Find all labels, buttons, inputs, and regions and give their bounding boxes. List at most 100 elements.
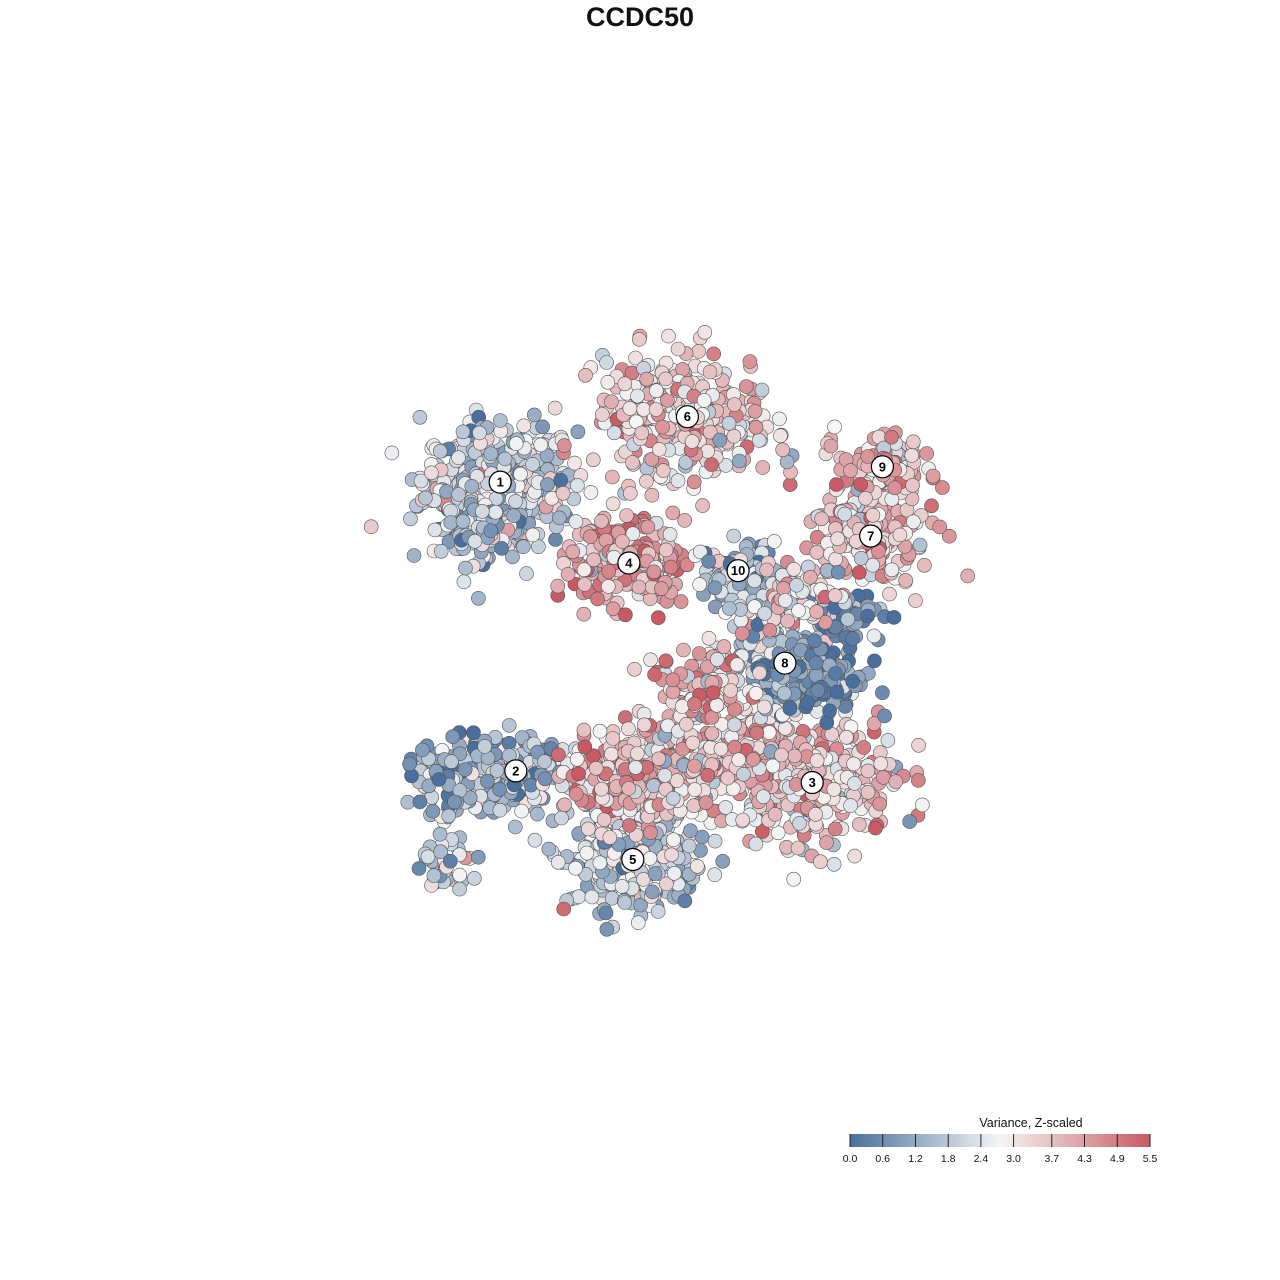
data-point [596, 812, 612, 827]
data-point [813, 854, 828, 870]
legend-colorbar [850, 1134, 1150, 1147]
data-point [658, 371, 674, 387]
data-point [876, 770, 891, 785]
data-point [808, 806, 823, 822]
data-point [497, 451, 513, 467]
data-point [579, 845, 595, 861]
data-point [651, 751, 667, 767]
data-point [599, 921, 615, 937]
data-point [576, 606, 592, 622]
data-point [865, 557, 881, 573]
data-point [456, 574, 472, 590]
data-point [720, 770, 736, 786]
data-point [604, 469, 620, 485]
data-point [738, 379, 754, 394]
data-point [887, 480, 903, 496]
data-point [431, 772, 447, 787]
data-point [789, 577, 804, 593]
data-point [492, 413, 508, 428]
data-point [775, 442, 791, 458]
cluster-label-text: 10 [731, 563, 745, 578]
data-point [631, 579, 647, 595]
legend-title: Variance, Z-scaled [979, 1116, 1082, 1130]
data-point [525, 456, 540, 472]
data-point [892, 527, 908, 543]
data-point [925, 468, 941, 484]
data-point [722, 601, 737, 616]
data-point [736, 766, 751, 782]
data-point [866, 628, 882, 644]
data-point [747, 573, 762, 589]
data-point [699, 659, 715, 675]
data-point [442, 853, 458, 869]
data-point [444, 754, 459, 769]
data-point [776, 581, 791, 596]
data-point [696, 393, 712, 408]
data-point [658, 653, 674, 669]
data-point [617, 376, 633, 392]
data-point [872, 796, 888, 812]
color-legend: Variance, Z-scaled 0.0 0.6 1.2 1.8 2.4 3.0 3.7… [843, 1116, 1158, 1165]
data-point [707, 867, 723, 883]
data-point [759, 562, 775, 578]
data-point [576, 562, 592, 578]
data-point [648, 383, 664, 399]
data-point [541, 841, 557, 857]
data-point [560, 566, 576, 582]
data-point [718, 458, 734, 473]
data-point [802, 569, 818, 585]
data-point [551, 510, 567, 526]
legend-tick-label: 0.6 [875, 1153, 890, 1165]
data-point [790, 840, 806, 856]
data-point [619, 508, 634, 523]
data-point [856, 740, 872, 755]
data-point [782, 701, 798, 716]
data-point [905, 477, 920, 493]
data-point [837, 506, 853, 522]
data-point [458, 560, 473, 576]
cluster-label: 1 [488, 470, 512, 494]
legend-tick-label: 1.8 [941, 1153, 956, 1165]
data-point [761, 725, 777, 740]
data-point [508, 494, 523, 509]
data-point [501, 718, 517, 733]
data-point [588, 760, 604, 776]
data-point [664, 847, 679, 863]
data-point [774, 747, 789, 763]
data-point [618, 607, 633, 623]
data-point [756, 699, 772, 715]
data-point [877, 708, 892, 724]
data-point [809, 604, 825, 620]
data-point [455, 513, 471, 529]
data-point [782, 477, 798, 492]
data-point [786, 561, 802, 577]
data-point [654, 581, 669, 596]
data-point [452, 881, 467, 897]
data-point [627, 661, 642, 677]
data-point [679, 716, 694, 732]
data-point [602, 830, 618, 845]
data-point [644, 884, 660, 900]
data-point [748, 836, 764, 852]
data-point [770, 825, 786, 841]
data-point [704, 726, 720, 741]
cluster-label: 6 [675, 405, 700, 429]
data-point [809, 544, 825, 560]
data-point [810, 683, 826, 698]
data-point [471, 590, 486, 606]
data-point [650, 904, 666, 919]
data-point [507, 819, 523, 835]
data-point [600, 374, 616, 390]
data-point [651, 442, 667, 457]
data-point [867, 653, 882, 669]
data-point [425, 803, 441, 819]
data-point [839, 729, 854, 745]
data-point [540, 477, 555, 492]
data-point [715, 853, 731, 869]
data-point [808, 655, 824, 671]
data-point [757, 606, 773, 621]
data-point [445, 729, 461, 745]
data-point [586, 552, 602, 568]
data-point [917, 557, 932, 573]
data-point [568, 860, 583, 876]
